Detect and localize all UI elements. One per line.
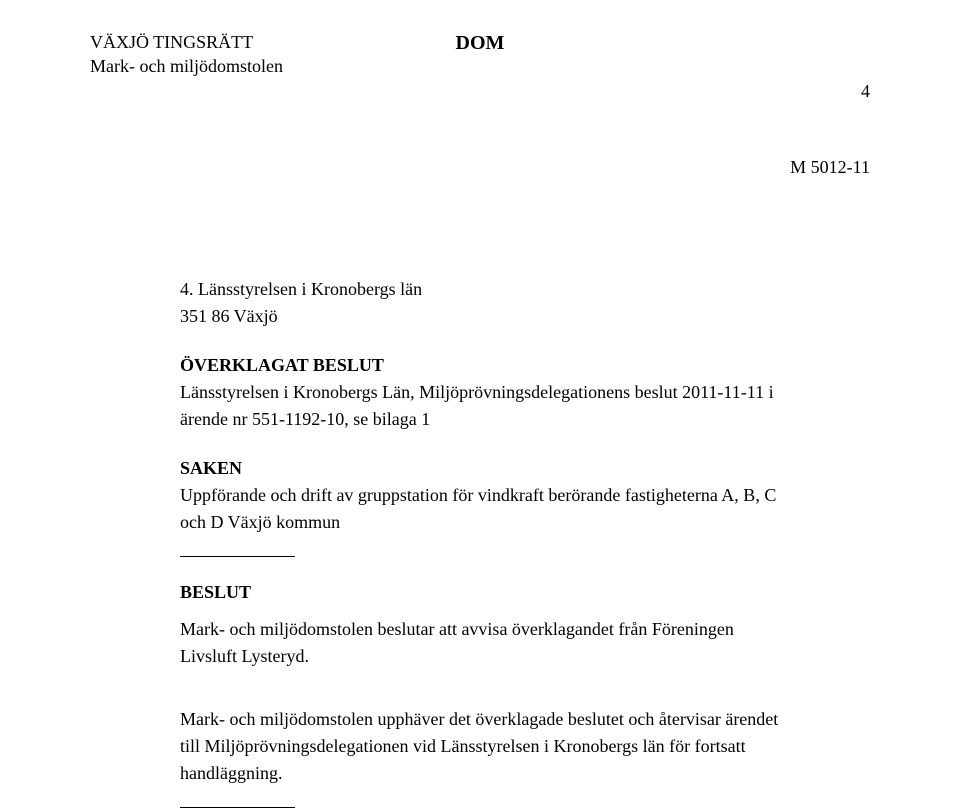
doc-type: DOM <box>350 30 610 57</box>
header-right: 4 M 5012-11 <box>610 30 870 228</box>
appealed-text: Länsstyrelsen i Kronobergs Län, Miljöprö… <box>180 379 790 433</box>
matter-section: SAKEN Uppförande och drift av gruppstati… <box>180 455 790 536</box>
party-label: 4. Länsstyrelsen i Kronobergs län <box>180 276 790 303</box>
decision-section: BESLUT Mark- och miljödomstolen beslutar… <box>180 579 790 787</box>
matter-heading: SAKEN <box>180 455 790 482</box>
decision-heading: BESLUT <box>180 579 790 606</box>
header-left: VÄXJÖ TINGSRÄTT Mark- och miljödomstolen <box>90 30 350 79</box>
party-block: 4. Länsstyrelsen i Kronobergs län 351 86… <box>180 276 790 330</box>
appealed-heading: ÖVERKLAGAT BESLUT <box>180 352 790 379</box>
appealed-section: ÖVERKLAGAT BESLUT Länsstyrelsen i Kronob… <box>180 352 790 433</box>
separator-line-1 <box>180 556 295 557</box>
document-page: VÄXJÖ TINGSRÄTT Mark- och miljödomstolen… <box>0 0 960 807</box>
page-header: VÄXJÖ TINGSRÄTT Mark- och miljödomstolen… <box>90 30 870 228</box>
party-address: 351 86 Växjö <box>180 303 790 330</box>
document-body: 4. Länsstyrelsen i Kronobergs län 351 86… <box>180 276 790 808</box>
decision-p2: Mark- och miljödomstolen upphäver det öv… <box>180 706 790 787</box>
court-name: VÄXJÖ TINGSRÄTT <box>90 30 350 54</box>
case-number: M 5012-11 <box>610 155 870 179</box>
division-name: Mark- och miljödomstolen <box>90 54 350 78</box>
matter-text: Uppförande och drift av gruppstation för… <box>180 482 790 536</box>
decision-p1: Mark- och miljödomstolen beslutar att av… <box>180 616 790 670</box>
page-number: 4 <box>610 79 870 103</box>
